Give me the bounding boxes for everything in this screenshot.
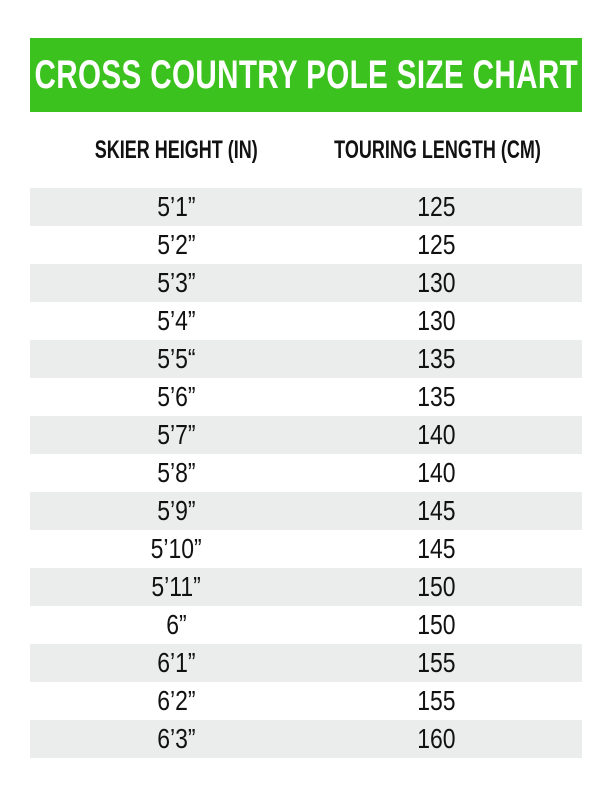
cell-skier-height: 6’2”: [86, 682, 266, 720]
cell-text: 135: [416, 381, 456, 412]
cell-text: 140: [416, 419, 456, 450]
table-row: 5’1” 125: [30, 188, 582, 226]
cell-touring-length: 145: [346, 492, 526, 530]
table-row: 6” 150: [30, 606, 582, 644]
cell-skier-height: 5’4”: [86, 302, 266, 340]
table-row: 5’2” 125: [30, 226, 582, 264]
cell-text: 6”: [165, 609, 187, 640]
cell-text: 135: [416, 343, 456, 374]
table-row: 5’8” 140: [30, 454, 582, 492]
table-row: 6’3” 160: [30, 720, 582, 758]
cell-skier-height: 5’7”: [86, 416, 266, 454]
cell-touring-length: 125: [346, 188, 526, 226]
cell-touring-length: 150: [346, 568, 526, 606]
cell-touring-length: 125: [346, 226, 526, 264]
cell-text: 5’3”: [156, 267, 196, 298]
cell-touring-length: 135: [346, 378, 526, 416]
cell-skier-height: 5’9”: [86, 492, 266, 530]
cell-text: 5’5“: [156, 343, 196, 374]
cell-skier-height: 5’1”: [86, 188, 266, 226]
table-row: 6’1” 155: [30, 644, 582, 682]
cell-touring-length: 150: [346, 606, 526, 644]
cell-text: 140: [416, 457, 456, 488]
cell-skier-height: 5’5“: [86, 340, 266, 378]
cell-text: 5’7”: [156, 419, 196, 450]
table-row: 5’5“ 135: [30, 340, 582, 378]
cell-text: 130: [416, 305, 456, 336]
cell-text: 6’2”: [156, 685, 196, 716]
cell-skier-height: 5’3”: [86, 264, 266, 302]
cell-touring-length: 145: [346, 530, 526, 568]
cell-text: 150: [416, 571, 456, 602]
cell-skier-height: 6’3”: [86, 720, 266, 758]
table-body: 5’1” 125 5’2” 125 5’3” 130 5’4” 130 5’5“ 135 5’6” 1…: [30, 188, 582, 758]
cell-text: 125: [416, 229, 456, 260]
cell-text: 5’4”: [156, 305, 196, 336]
column-header-length-label: TOURING LENGTH (CM): [333, 135, 541, 164]
cell-text: 155: [416, 647, 456, 678]
table-row: 5’4” 130: [30, 302, 582, 340]
cell-touring-length: 140: [346, 416, 526, 454]
cell-text: 130: [416, 267, 456, 298]
cell-text: 145: [416, 533, 456, 564]
column-header-height: SKIER HEIGHT (IN): [56, 134, 296, 166]
cell-touring-length: 130: [346, 264, 526, 302]
cell-skier-height: 5’10”: [86, 530, 266, 568]
table-row: 5’3” 130: [30, 264, 582, 302]
cell-skier-height: 6’1”: [86, 644, 266, 682]
cell-text: 145: [416, 495, 456, 526]
cell-text: 5’2”: [156, 229, 196, 260]
cell-text: 155: [416, 685, 456, 716]
cell-text: 5’8”: [156, 457, 196, 488]
cell-text: 5’10”: [150, 533, 202, 564]
cell-text: 6’1”: [156, 647, 196, 678]
cell-touring-length: 140: [346, 454, 526, 492]
cell-skier-height: 5’2”: [86, 226, 266, 264]
cell-touring-length: 155: [346, 644, 526, 682]
table-row: 5’7” 140: [30, 416, 582, 454]
cell-text: 125: [416, 191, 456, 222]
cell-text: 160: [416, 723, 456, 754]
chart-title: CROSS COUNTRY POLE SIZE CHART: [34, 52, 578, 97]
cell-skier-height: 5’11”: [86, 568, 266, 606]
cell-text: 5’11”: [151, 571, 201, 602]
table-row: 5’6” 135: [30, 378, 582, 416]
cell-touring-length: 160: [346, 720, 526, 758]
cell-touring-length: 155: [346, 682, 526, 720]
cell-text: 150: [416, 609, 456, 640]
cell-touring-length: 130: [346, 302, 526, 340]
cell-text: 5’1”: [156, 191, 196, 222]
table-row: 5’9” 145: [30, 492, 582, 530]
title-banner: CROSS COUNTRY POLE SIZE CHART: [30, 38, 582, 112]
cell-skier-height: 6”: [86, 606, 266, 644]
cell-text: 5’6”: [156, 381, 196, 412]
cell-touring-length: 135: [346, 340, 526, 378]
column-header-length: TOURING LENGTH (CM): [305, 134, 569, 166]
cell-skier-height: 5’8”: [86, 454, 266, 492]
table-row: 5’10” 145: [30, 530, 582, 568]
cell-skier-height: 5’6”: [86, 378, 266, 416]
cell-text: 5’9”: [156, 495, 196, 526]
table-row: 5’11” 150: [30, 568, 582, 606]
column-header-height-label: SKIER HEIGHT (IN): [94, 135, 258, 164]
cell-text: 6’3”: [156, 723, 196, 754]
table-row: 6’2” 155: [30, 682, 582, 720]
